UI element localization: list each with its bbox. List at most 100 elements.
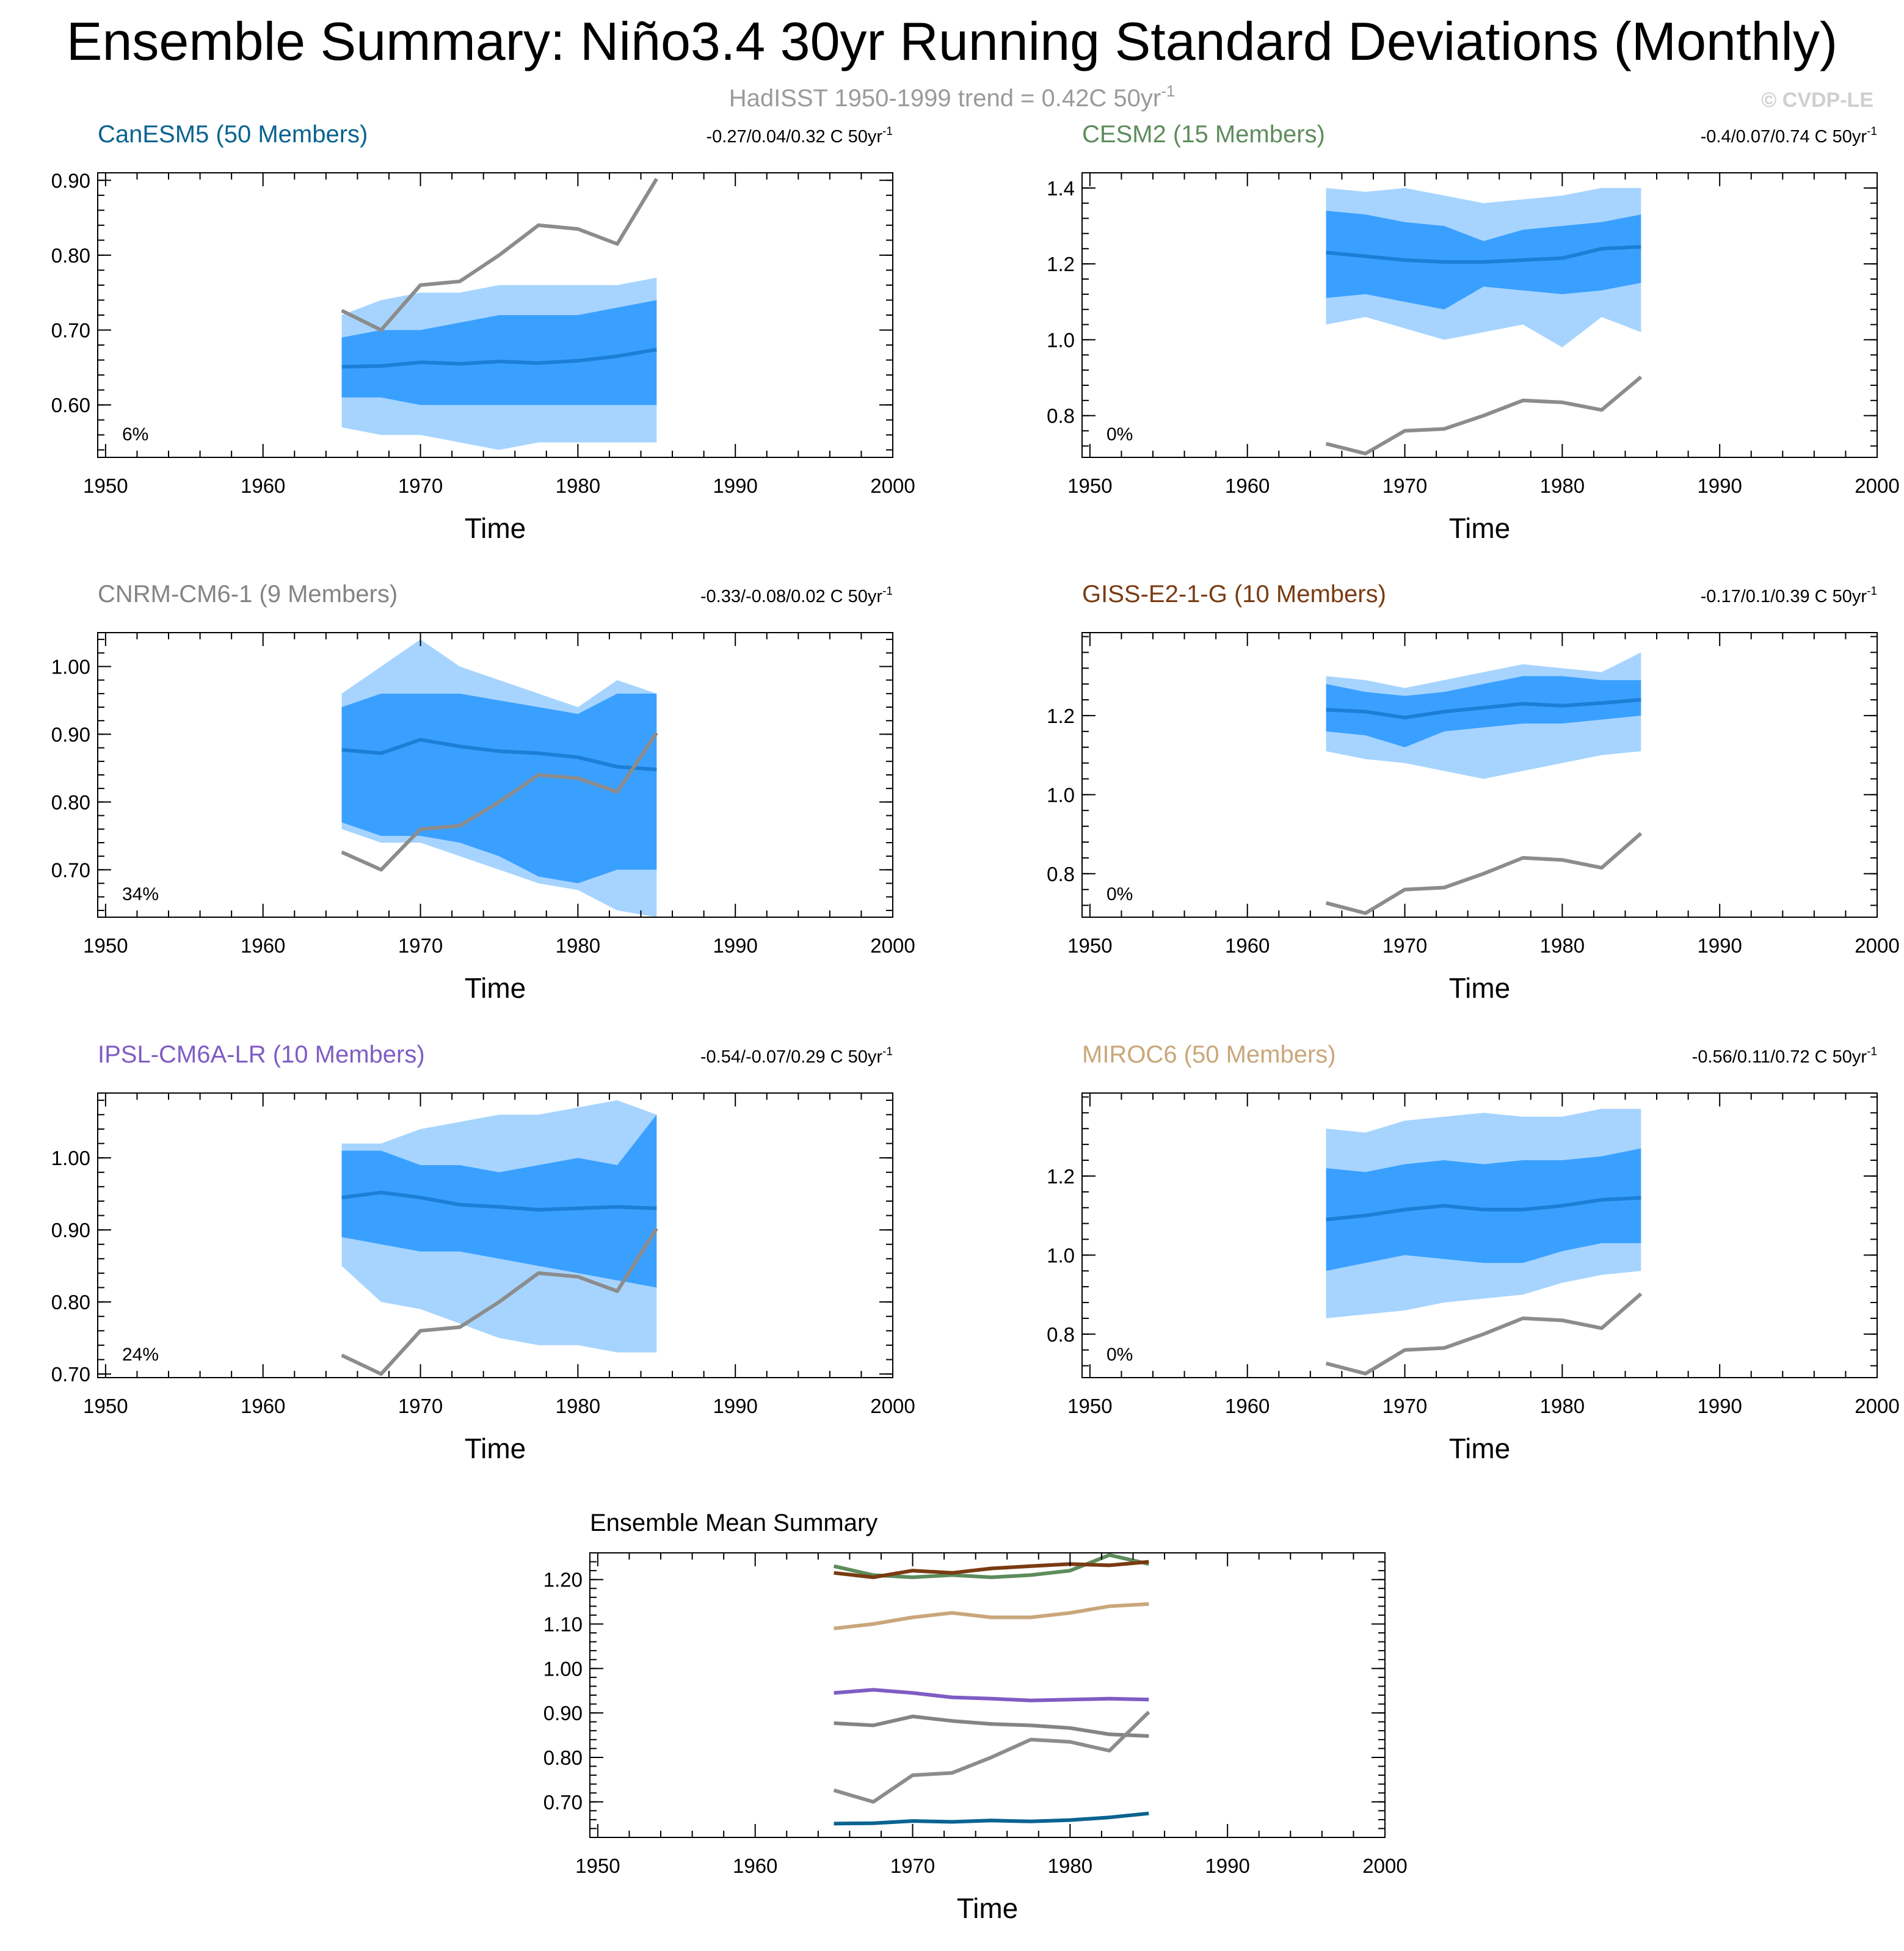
x-axis-label: Time — [1449, 512, 1511, 544]
x-tick-label: 1980 — [1540, 934, 1585, 957]
trend-exponent: -1 — [1867, 585, 1877, 598]
x-tick-label: 1970 — [1383, 474, 1427, 497]
spread-band-inner — [1326, 211, 1641, 310]
x-tick-label: 1960 — [241, 1395, 285, 1417]
y-tick-label: 1.2 — [1047, 253, 1075, 275]
ensemble-mean-line — [341, 738, 657, 772]
panel-title: IPSL-CM6A-LR (10 Members) — [98, 1041, 425, 1068]
subtitle-main: HadISST 1950-1999 trend = 0.42C 50yr — [729, 85, 1161, 112]
figure-title: Ensemble Summary: Niño3.4 30yr Running S… — [67, 11, 1837, 71]
x-tick-label: 2000 — [870, 474, 915, 497]
x-axis-label: Time — [957, 1892, 1019, 1924]
x-tick-label: 1970 — [398, 934, 443, 957]
x-tick-label: 1960 — [241, 474, 285, 497]
x-tick-label: 1990 — [713, 1395, 757, 1417]
y-tick-label: 1.00 — [51, 1147, 90, 1169]
x-tick-label: 2000 — [1362, 1855, 1407, 1877]
series-line-ipsl-cm6a-lr — [834, 1688, 1149, 1702]
x-tick-label: 1960 — [1225, 1395, 1270, 1417]
y-tick-label: 0.60 — [51, 394, 90, 416]
trend-label: -0.17/0.1/0.39 C 50yr-1 — [1701, 585, 1877, 606]
y-tick-label: 0.90 — [51, 723, 90, 746]
trend-label: -0.33/-0.08/0.02 C 50yr-1 — [700, 585, 893, 606]
ensemble-mean-line — [341, 347, 657, 369]
x-tick-label: 1970 — [398, 1395, 443, 1417]
x-tick-label: 1990 — [1697, 474, 1742, 497]
y-tick-label: 0.8 — [1047, 405, 1075, 427]
plot-frame — [97, 1092, 893, 1378]
x-axis-label: Time — [465, 972, 526, 1004]
panel-title: GISS-E2-1-G (10 Members) — [1082, 581, 1386, 608]
percent-label: 24% — [122, 1345, 159, 1365]
y-tick-label: 1.0 — [1047, 1244, 1075, 1266]
trend-text: -0.27/0.04/0.32 C 50yr — [707, 127, 883, 147]
x-tick-label: 1950 — [1067, 1395, 1112, 1417]
series-line-hadisst — [833, 1710, 1150, 1804]
chart-panel-3: 1950 1960 1970 1980 1990 2000 0.70 0.80 0.90 1.00… — [51, 581, 915, 1004]
y-tick-label: 0.90 — [543, 1702, 583, 1724]
y-tick-label: 0.80 — [51, 791, 90, 813]
x-axis-label: Time — [465, 1433, 526, 1464]
y-tick-label: 1.0 — [1047, 329, 1075, 351]
chart-panel-5: 1950 1960 1970 1980 1990 2000 0.70 0.80 0.90 1.00… — [51, 1041, 915, 1464]
y-tick-label: 0.8 — [1047, 1323, 1075, 1346]
x-tick-label: 1950 — [83, 1395, 128, 1417]
trend-text: -0.4/0.07/0.74 C 50yr — [1701, 127, 1867, 147]
chart-panel-1: 1950 1960 1970 1980 1990 2000 0.60 0.70 0.80 0.90… — [51, 121, 915, 544]
percent-label: 0% — [1106, 884, 1133, 904]
plot-frame — [1081, 172, 1878, 458]
figure-subtitle: HadISST 1950-1999 trend = 0.42C 50yr-1 — [729, 82, 1175, 112]
series-line-miroc6 — [834, 1602, 1149, 1630]
y-tick-label: 0.90 — [51, 1219, 90, 1241]
y-tick-label: 1.0 — [1047, 783, 1075, 806]
chart-panel-6: 1950 1960 1970 1980 1990 2000 0.8 1.0 1.2 Time MIR… — [1047, 1041, 1900, 1464]
observed-hadisst-line — [1325, 832, 1643, 915]
x-tick-label: 1950 — [83, 474, 128, 497]
x-tick-label: 1980 — [1540, 1395, 1585, 1417]
x-tick-label: 1960 — [1225, 934, 1270, 957]
series-line-cnrm-cm6-1 — [834, 1714, 1149, 1738]
trend-text: -0.17/0.1/0.39 C 50yr — [1701, 587, 1867, 606]
panel-title: MIROC6 (50 Members) — [1082, 1041, 1336, 1068]
percent-label: 0% — [1106, 424, 1133, 445]
panel-title: CNRM-CM6-1 (9 Members) — [98, 581, 398, 608]
y-tick-label: 1.2 — [1047, 1165, 1075, 1188]
spread-band-inner — [1326, 676, 1641, 747]
x-axis-label: Time — [1449, 972, 1511, 1004]
percent-label: 6% — [122, 424, 148, 445]
y-tick-label: 0.70 — [51, 1363, 90, 1386]
plot-frame — [1081, 1092, 1878, 1378]
chart-panel-4: 1950 1960 1970 1980 1990 2000 0.8 1.0 1.2 Time GIS… — [1047, 581, 1900, 1004]
trend-label: -0.27/0.04/0.32 C 50yr-1 — [707, 125, 893, 147]
trend-label: -0.54/-0.07/0.29 C 50yr-1 — [700, 1045, 893, 1067]
x-tick-label: 1980 — [556, 1395, 600, 1417]
y-tick-label: 1.20 — [543, 1569, 583, 1591]
y-tick-label: 1.00 — [543, 1657, 583, 1680]
panel-title: Ensemble Mean Summary — [590, 1510, 878, 1536]
x-tick-label: 1990 — [1697, 934, 1742, 957]
y-tick-label: 1.10 — [543, 1613, 583, 1636]
trend-text: -0.56/0.11/0.72 C 50yr — [1692, 1047, 1867, 1067]
x-tick-label: 1980 — [1540, 474, 1585, 497]
trend-exponent: -1 — [1867, 1045, 1877, 1058]
percent-label: 34% — [122, 884, 159, 904]
ensemble-mean-line — [341, 1190, 657, 1212]
series-line-giss-e2-1-g — [834, 1560, 1149, 1579]
watermark: © CVDP-LE — [1761, 89, 1873, 112]
x-tick-label: 1980 — [556, 934, 600, 957]
observed-hadisst-line — [1325, 375, 1643, 456]
chart-panel-7: 1950 1960 1970 1980 1990 2000 0.70 0.80 0.90 1.00… — [543, 1510, 1408, 1924]
y-tick-label: 1.00 — [51, 655, 90, 678]
y-tick-label: 0.70 — [51, 859, 90, 881]
percent-label: 0% — [1106, 1345, 1133, 1365]
x-tick-label: 1960 — [733, 1855, 777, 1877]
x-tick-label: 1960 — [1225, 474, 1270, 497]
x-tick-label: 1990 — [1697, 1395, 1742, 1417]
observed-hadisst-line — [1325, 1292, 1643, 1376]
x-axis-label: Time — [465, 512, 526, 544]
x-tick-label: 1960 — [241, 934, 285, 957]
trend-label: -0.4/0.07/0.74 C 50yr-1 — [1701, 125, 1877, 147]
x-tick-label: 1950 — [1067, 474, 1112, 497]
x-tick-label: 1980 — [1048, 1855, 1092, 1877]
